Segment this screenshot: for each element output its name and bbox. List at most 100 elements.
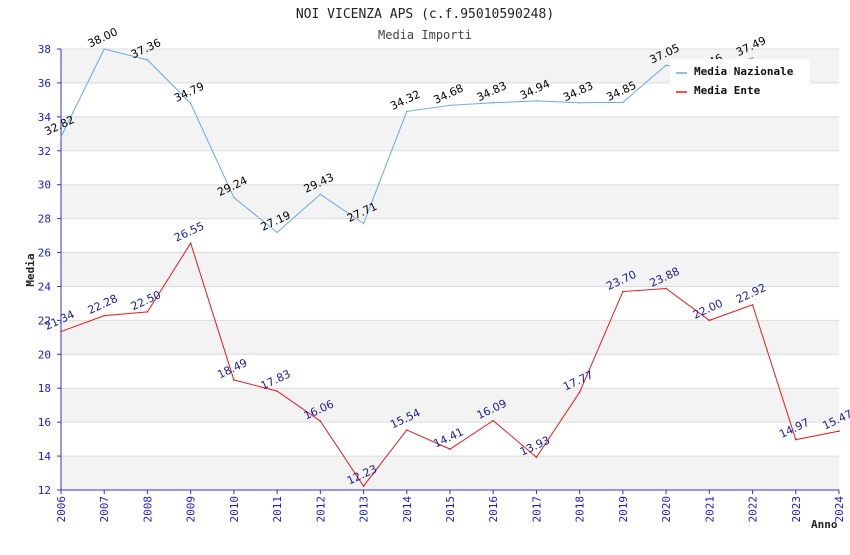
data-point-media-ente xyxy=(233,379,235,381)
data-point-media-ente xyxy=(794,438,797,441)
legend-box xyxy=(670,59,810,101)
data-point-media-nazionale xyxy=(665,64,667,66)
data-label-media-ente: 22.28 xyxy=(86,292,120,317)
legend: Media Nazionale Media Ente xyxy=(670,59,810,101)
y-tick-label: 16 xyxy=(38,416,51,429)
data-point-media-ente xyxy=(319,420,322,422)
data-point-media-nazionale xyxy=(276,231,278,234)
y-tick-label: 36 xyxy=(38,77,51,90)
data-point-media-ente xyxy=(146,311,149,313)
data-point-media-ente xyxy=(535,456,538,459)
data-label-media-ente: 26.55 xyxy=(172,219,206,244)
grid-band xyxy=(61,320,839,355)
x-tick-label: 2015 xyxy=(444,496,457,523)
x-tick-label: 2008 xyxy=(141,496,154,523)
chart-subtitle: Media Importi xyxy=(378,28,472,42)
grid-band xyxy=(61,252,839,287)
data-point-media-nazionale xyxy=(751,56,754,59)
data-point-media-ente xyxy=(103,314,106,317)
x-tick-label: 2018 xyxy=(574,496,587,523)
data-point-media-nazionale xyxy=(449,104,451,107)
y-tick-label: 26 xyxy=(38,247,51,260)
x-tick-label: 2012 xyxy=(314,496,327,523)
data-point-media-ente xyxy=(578,391,581,393)
data-point-media-nazionale xyxy=(405,110,408,113)
x-tick-label: 2009 xyxy=(185,496,198,523)
data-point-media-ente xyxy=(189,242,192,245)
x-tick-label: 2020 xyxy=(660,496,673,523)
x-tick-label: 2016 xyxy=(487,496,500,523)
data-point-media-nazionale xyxy=(535,100,538,102)
y-tick-label: 32 xyxy=(38,145,51,158)
data-point-media-nazionale xyxy=(233,196,235,199)
data-label-media-ente: 14.41 xyxy=(431,425,465,450)
series-lines xyxy=(60,48,840,487)
grid-band xyxy=(61,456,839,490)
data-point-media-nazionale xyxy=(319,193,322,196)
data-point-media-ente xyxy=(708,319,711,322)
y-tick-label: 12 xyxy=(38,484,51,497)
data-point-media-nazionale xyxy=(492,101,495,104)
x-tick-label: 2007 xyxy=(98,496,111,523)
data-point-media-ente xyxy=(362,485,365,487)
data-point-media-ente xyxy=(276,390,278,392)
data-point-media-nazionale xyxy=(146,59,149,61)
x-tick-label: 2010 xyxy=(228,496,241,523)
axes xyxy=(57,48,840,494)
data-label-media-ente: 22.50 xyxy=(129,288,163,313)
data-label-media-nazionale: 34.32 xyxy=(388,88,422,113)
data-point-media-ente xyxy=(60,330,62,333)
y-tick-label: 30 xyxy=(38,179,51,192)
chart-title: NOI VICENZA APS (c.f.95010590248) xyxy=(296,7,554,22)
data-point-media-nazionale xyxy=(622,101,624,104)
data-point-media-ente xyxy=(751,303,754,306)
x-tick-label: 2022 xyxy=(747,496,760,523)
data-point-media-ente xyxy=(665,287,667,290)
grid-band xyxy=(61,184,839,219)
data-point-media-ente xyxy=(405,429,408,431)
y-tick-label: 34 xyxy=(38,111,52,124)
grid-bands xyxy=(61,48,839,491)
grid-band xyxy=(61,388,839,423)
data-point-media-ente xyxy=(492,419,495,422)
data-point-media-nazionale xyxy=(103,48,106,50)
grid-band xyxy=(61,116,839,151)
data-point-media-nazionale xyxy=(189,102,192,105)
data-point-media-ente xyxy=(838,430,840,432)
data-point-media-nazionale xyxy=(578,101,581,104)
y-axis-label: Media xyxy=(24,253,37,286)
x-tick-label: 2023 xyxy=(790,496,803,523)
legend-label-media-ente: Media Ente xyxy=(694,84,761,97)
data-label-media-nazionale: 38.00 xyxy=(86,25,120,50)
x-tick-label: 2019 xyxy=(617,496,630,523)
x-tick-label: 2021 xyxy=(703,496,716,523)
legend-label-media-nazionale: Media Nazionale xyxy=(694,65,794,78)
y-tick-label: 22 xyxy=(38,314,51,327)
y-tick-label: 18 xyxy=(38,382,51,395)
data-label-media-ente: 18.49 xyxy=(215,356,249,381)
y-tick-label: 14 xyxy=(38,450,52,463)
x-tick-label: 2014 xyxy=(401,496,414,523)
y-tick-label: 20 xyxy=(38,348,51,361)
y-tick-labels: 12 14 16 18 20 22 24 26 28 30 32 34 36 38 xyxy=(38,43,52,497)
data-point-media-nazionale xyxy=(362,222,365,225)
data-label-media-ente: 22.00 xyxy=(691,297,725,322)
data-point-media-ente xyxy=(449,448,451,450)
data-label-media-nazionale: 34.79 xyxy=(172,80,206,105)
x-tick-label: 2024 xyxy=(833,496,846,523)
x-tick-label: 2013 xyxy=(358,496,371,523)
x-tick-labels: 2006 2007 2008 2009 2010 2011 2012 2013 2014 2015… xyxy=(55,496,846,523)
y-tick-label: 38 xyxy=(38,43,51,56)
y-tick-label: 24 xyxy=(38,280,52,293)
data-point-media-ente xyxy=(622,290,624,293)
x-axis-label: Anno xyxy=(811,518,838,531)
x-tick-label: 2017 xyxy=(530,496,543,523)
x-tick-label: 2011 xyxy=(271,496,284,523)
data-label-media-nazionale: 34.68 xyxy=(431,82,465,107)
data-point-media-nazionale xyxy=(60,136,62,138)
y-tick-label: 28 xyxy=(38,213,51,226)
data-label-media-ente: 13.93 xyxy=(518,434,552,459)
x-tick-label: 2006 xyxy=(55,496,68,523)
